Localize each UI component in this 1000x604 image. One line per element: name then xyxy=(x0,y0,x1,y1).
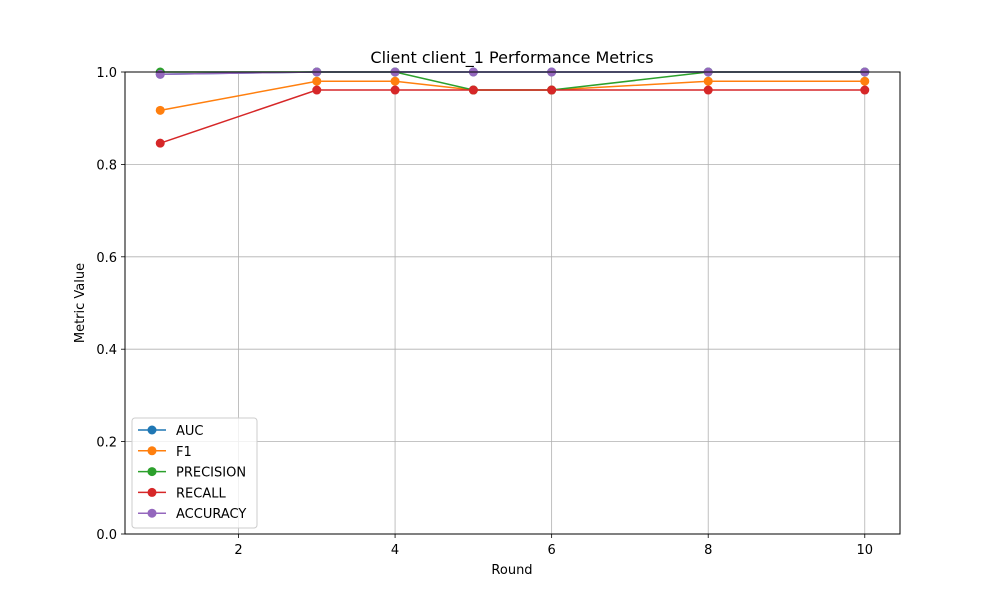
x-tick-label: 4 xyxy=(391,543,399,558)
legend-marker-accuracy xyxy=(147,508,157,518)
legend-marker-precision xyxy=(147,467,157,477)
legend-marker-auc xyxy=(147,425,157,435)
data-point-recall xyxy=(468,85,478,95)
x-tick-label: 10 xyxy=(856,543,873,558)
data-point-recall xyxy=(703,85,713,95)
legend-label-accuracy: ACCURACY xyxy=(176,507,246,522)
plot-area-frame xyxy=(124,71,901,535)
legend-label-precision: PRECISION xyxy=(176,466,246,481)
data-point-recall xyxy=(312,85,322,95)
series-accuracy xyxy=(155,67,870,79)
x-tick-label: 2 xyxy=(234,543,242,558)
x-tick-label: 8 xyxy=(704,543,712,558)
y-tick-label: 0.4 xyxy=(96,343,117,358)
axis-ticks: 2 4 6 8 10 0.0 0.2 0.4 0.6 0.8 1.0 xyxy=(96,66,873,558)
y-tick-label: 0.6 xyxy=(96,251,117,266)
legend-label-auc: AUC xyxy=(176,424,204,439)
data-point-recall xyxy=(547,85,557,95)
chart-title: Client client_1 Performance Metrics xyxy=(370,48,653,68)
data-point-f1 xyxy=(155,105,165,115)
x-tick-label: 6 xyxy=(548,543,556,558)
legend-marker-f1 xyxy=(147,446,157,456)
data-point-recall xyxy=(860,85,870,95)
series-recall xyxy=(155,85,870,148)
data-point-f1 xyxy=(860,76,870,86)
data-point-recall xyxy=(155,138,165,148)
data-point-f1 xyxy=(390,76,400,86)
data-point-accuracy xyxy=(155,69,165,79)
series-line-recall xyxy=(159,89,865,144)
legend-label-recall: RECALL xyxy=(176,486,226,501)
data-point-f1 xyxy=(312,76,322,86)
legend-box xyxy=(131,417,258,529)
y-axis-label: Metric Value xyxy=(73,263,88,343)
data-point-f1 xyxy=(703,76,713,86)
series-lines xyxy=(155,67,870,148)
y-tick-label: 1.0 xyxy=(96,66,117,81)
y-tick-label: 0.2 xyxy=(96,436,117,451)
y-tick-label: 0.8 xyxy=(96,158,117,173)
legend: AUC F1 PRECISION RECALL ACCURACY xyxy=(131,417,258,529)
data-point-recall xyxy=(390,85,400,95)
series-line-f1 xyxy=(160,80,865,112)
legend-marker-recall xyxy=(147,487,157,497)
legend-label-f1: F1 xyxy=(176,445,192,460)
x-axis-label: Round xyxy=(491,563,532,578)
y-tick-label: 0.0 xyxy=(96,528,117,543)
